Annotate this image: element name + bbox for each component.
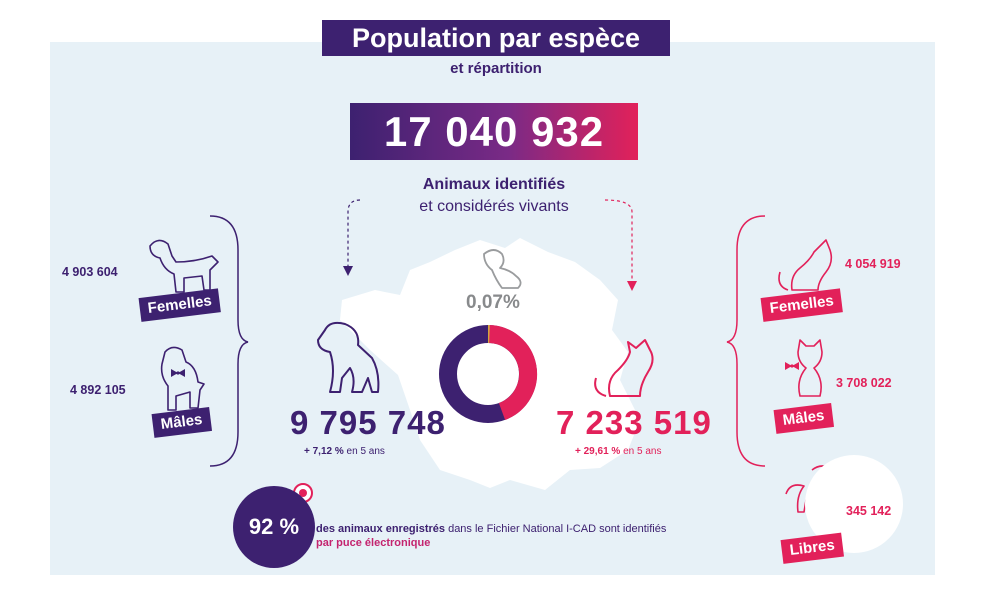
dashed-arrow-left	[347, 199, 361, 270]
donut-cats-segment	[487, 324, 538, 420]
page-subtitle: et répartition	[450, 60, 542, 77]
dog-females-count: 4 903 604	[62, 265, 118, 279]
species-donut	[439, 324, 538, 423]
bow-tie-icon	[171, 369, 185, 377]
cat-icon	[778, 239, 833, 291]
cat-icon	[797, 339, 823, 397]
cats-total: 7 233 519	[556, 404, 712, 441]
france-map	[340, 238, 640, 490]
brace-right	[726, 215, 766, 467]
bow-tie-icon	[785, 362, 799, 370]
cat-males-count: 3 708 022	[836, 376, 892, 390]
dogs-growth: + 7,12 % en 5 ans	[304, 446, 385, 457]
dashed-arrow-right	[604, 199, 633, 285]
ferret-share: 0,07%	[466, 292, 520, 313]
dog-icon	[149, 239, 219, 293]
footer-note: des animaux enregistrés dans le Fichier …	[316, 523, 667, 549]
cats-growth: + 29,61 % en 5 ans	[575, 446, 662, 457]
ferret-icon	[483, 249, 522, 289]
brace-left	[209, 215, 249, 467]
identified-title: Animaux identifiés	[422, 176, 566, 193]
arrow-head-left	[343, 266, 353, 276]
target-dot-center	[299, 489, 307, 497]
percent-badge: 92 %	[233, 486, 315, 568]
page-title: Population par espèce	[322, 20, 670, 56]
identified-subtitle: et considérés vivants	[419, 198, 569, 215]
dogs-total: 9 795 748	[290, 404, 446, 441]
cat-free-count: 345 142	[846, 504, 892, 518]
dog-icon	[160, 346, 205, 411]
total-count: 17 040 932	[350, 103, 638, 160]
cat-females-count: 4 054 919	[845, 257, 901, 271]
cat-icon	[594, 339, 654, 397]
arrow-head-right	[627, 281, 637, 291]
dog-icon	[317, 321, 380, 393]
dog-males-count: 4 892 105	[70, 383, 126, 397]
